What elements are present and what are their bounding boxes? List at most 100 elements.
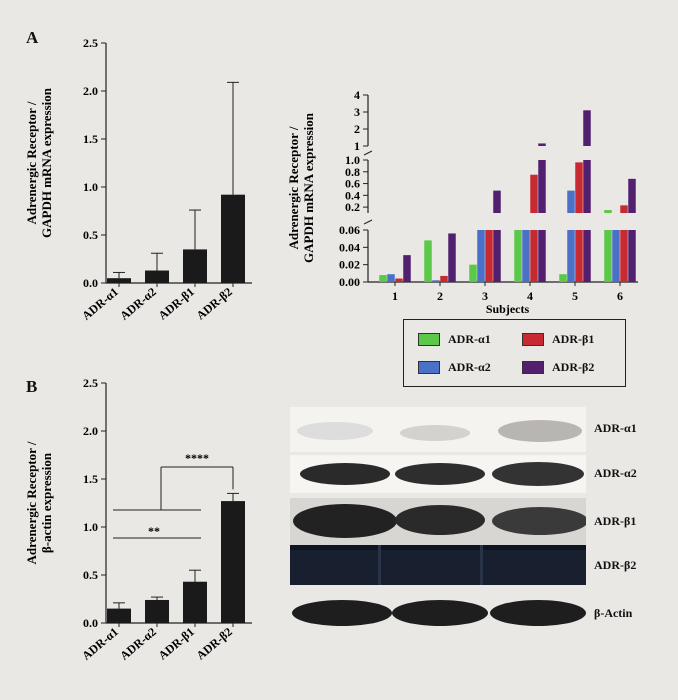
a-left-ytick-label-2: 1.0 bbox=[83, 180, 98, 194]
a-right-bar-2-4-part-0 bbox=[575, 230, 583, 282]
a-right-bar-1-2-part-0 bbox=[477, 230, 485, 282]
legend-item-a2: ADR-α2 bbox=[418, 360, 491, 375]
a-left-ytick-label-1: 0.5 bbox=[83, 228, 98, 242]
blot-strip-adr-a2 bbox=[290, 455, 586, 493]
a-right-ytick-label-high-0: 1 bbox=[354, 139, 360, 153]
a-right-bar-3-4-part-2 bbox=[583, 110, 591, 146]
a-right-bar-2-1-part-0 bbox=[440, 275, 448, 282]
blot-label-adr-a1: ADR-α1 bbox=[594, 421, 637, 435]
a-right-bar-2-0-part-0 bbox=[395, 278, 403, 282]
b-left-xtick-label-1: ADR-α2 bbox=[117, 625, 159, 663]
a-right-ylabel-line2: GAPDH mRNA expression bbox=[301, 112, 316, 263]
b-left-ytick-label-2: 1.0 bbox=[83, 520, 98, 534]
a-left-ytick-label-5: 2.5 bbox=[83, 36, 98, 50]
a-right-bar-1-5-part-0 bbox=[612, 230, 620, 282]
a-right-bar-2-5-part-1 bbox=[620, 205, 628, 213]
a-right-bar-1-4-part-1 bbox=[567, 190, 575, 213]
a-right-ytick-label-low-2: 0.04 bbox=[339, 240, 360, 254]
blot-strip-adr-b2 bbox=[290, 545, 586, 585]
legend-label-b2: ADR-β2 bbox=[552, 360, 595, 374]
legend-swatch-b1 bbox=[522, 333, 544, 346]
b-left-ylabel-line1: Adrenergic Receptor / bbox=[24, 441, 39, 564]
a-right-bar-3-1-part-0 bbox=[448, 233, 456, 282]
a-right-bar-2-3-part-0 bbox=[530, 230, 538, 282]
a-right-bar-3-2-part-0 bbox=[493, 230, 501, 282]
b-left-bar-0 bbox=[107, 608, 131, 623]
a-left-ytick-label-4: 2.0 bbox=[83, 84, 98, 98]
a-right-bar-0-0-part-0 bbox=[379, 275, 387, 282]
a-right-ytick-label-mid-0: 0.2 bbox=[345, 200, 360, 214]
a-right-xtick-label-1: 2 bbox=[437, 289, 443, 303]
a-right-ytick-label-mid-2: 0.6 bbox=[345, 177, 360, 191]
a-right-bar-3-3-part-0 bbox=[538, 230, 546, 282]
b-left-ytick-label-1: 0.5 bbox=[83, 568, 98, 582]
legend-swatch-b2 bbox=[522, 361, 544, 374]
a-right-ytick-label-high-2: 3 bbox=[354, 105, 360, 119]
b-left-ylabel-line2: β-actin expression bbox=[39, 452, 54, 553]
a-right-bar-0-3-part-0 bbox=[514, 230, 522, 282]
b-left-ytick-label-3: 1.5 bbox=[83, 472, 98, 486]
a-right-bar-3-4-part-1 bbox=[583, 160, 591, 213]
chart-a-left: 0.0 0.5 1.0 1.5 2.0 2.5 ADR-α1ADR-α2ADR-β1ADR-… bbox=[24, 36, 252, 323]
a-right-ytick-label-low-0: 0.00 bbox=[339, 275, 360, 289]
b-left-ytick-label-0: 0.0 bbox=[83, 616, 98, 630]
a-right-xtick-label-0: 1 bbox=[392, 289, 398, 303]
chart-b-left: 0.0 0.5 1.0 1.5 2.0 2.5 ADR-α1ADR-α2ADR-β1ADR-… bbox=[24, 376, 252, 663]
a-right-ylabel-line1: Adrenergic Receptor / bbox=[286, 126, 301, 249]
sig-label-2: **** bbox=[185, 451, 209, 465]
b-left-ytick-label-5: 2.5 bbox=[83, 376, 98, 390]
a-left-xtick-label-3: ADR-β2 bbox=[194, 285, 235, 323]
b-left-xtick-label-3: ADR-β2 bbox=[194, 625, 235, 663]
sig-label-1: ** bbox=[148, 524, 160, 538]
panel-b-letter: B bbox=[26, 377, 38, 396]
a-right-ytick-label-low-3: 0.06 bbox=[339, 223, 360, 237]
a-right-bar-3-5-part-1 bbox=[628, 178, 636, 213]
a-right-bar-3-4-part-0 bbox=[583, 230, 591, 282]
a-right-bar-0-5-part-0 bbox=[604, 230, 612, 282]
a-right-bar-2-5-part-0 bbox=[620, 230, 628, 282]
a-right-ytick-label-high-1: 2 bbox=[354, 122, 360, 136]
b-left-bar-3 bbox=[221, 501, 245, 623]
legend-label-a2: ADR-α2 bbox=[448, 360, 491, 374]
a-right-xlabel: Subjects bbox=[486, 302, 530, 316]
a-right-axis-break-1 bbox=[363, 219, 373, 225]
a-left-bar-1 bbox=[145, 270, 169, 283]
a-right-bar-3-3-part-1 bbox=[538, 160, 546, 213]
a-right-xtick-label-4: 5 bbox=[572, 289, 578, 303]
a-right-bar-3-0-part-0 bbox=[403, 255, 411, 282]
b-left-ytick-label-4: 2.0 bbox=[83, 424, 98, 438]
a-right-bar-3-3-part-2 bbox=[538, 143, 546, 146]
a-left-ytick-label-0: 0.0 bbox=[83, 276, 98, 290]
b-left-bar-2 bbox=[183, 581, 207, 623]
a-left-xtick-label-2: ADR-β1 bbox=[156, 285, 197, 323]
a-right-bar-1-3-part-0 bbox=[522, 230, 530, 282]
a-right-bar-2-3-part-1 bbox=[530, 174, 538, 213]
blot-strip-adr-a1 bbox=[290, 407, 586, 452]
a-left-xtick-label-0: ADR-α1 bbox=[79, 285, 121, 323]
legend-item-b2: ADR-β2 bbox=[522, 360, 594, 375]
blot-label-adr-a2: ADR-α2 bbox=[594, 466, 637, 480]
blot-label-adr-b1: ADR-β1 bbox=[594, 514, 637, 528]
panel-a-letter: A bbox=[26, 28, 39, 47]
a-right-bar-2-4-part-1 bbox=[575, 162, 583, 213]
b-left-bar-1 bbox=[145, 599, 169, 623]
a-right-xtick-label-2: 3 bbox=[482, 289, 488, 303]
legend-label-b1: ADR-β1 bbox=[552, 332, 595, 346]
a-left-ytick-label-3: 1.5 bbox=[83, 132, 98, 146]
a-right-bar-0-5-part-1 bbox=[604, 210, 612, 213]
a-right-bar-0-4-part-0 bbox=[559, 274, 567, 282]
blot-strip-b-actin bbox=[290, 593, 586, 634]
a-right-axis-break-2 bbox=[363, 150, 373, 156]
legend: ADR-α1 ADR-β1 ADR-α2 ADR-β2 bbox=[403, 319, 626, 387]
a-left-ylabel-line1: Adrenergic Receptor / bbox=[24, 101, 39, 224]
legend-item-a1: ADR-α1 bbox=[418, 332, 491, 347]
a-left-xtick-label-1: ADR-α2 bbox=[117, 285, 159, 323]
a-right-bar-2-2-part-0 bbox=[485, 230, 493, 282]
a-right-bar-3-2-part-1 bbox=[493, 190, 501, 213]
legend-swatch-a2 bbox=[418, 361, 440, 374]
a-right-ytick-label-mid-4: 1.0 bbox=[345, 153, 360, 167]
a-right-bar-3-5-part-0 bbox=[628, 230, 636, 282]
a-right-bar-0-1-part-0 bbox=[424, 240, 432, 282]
a-right-bar-1-1-part-0 bbox=[432, 280, 440, 282]
